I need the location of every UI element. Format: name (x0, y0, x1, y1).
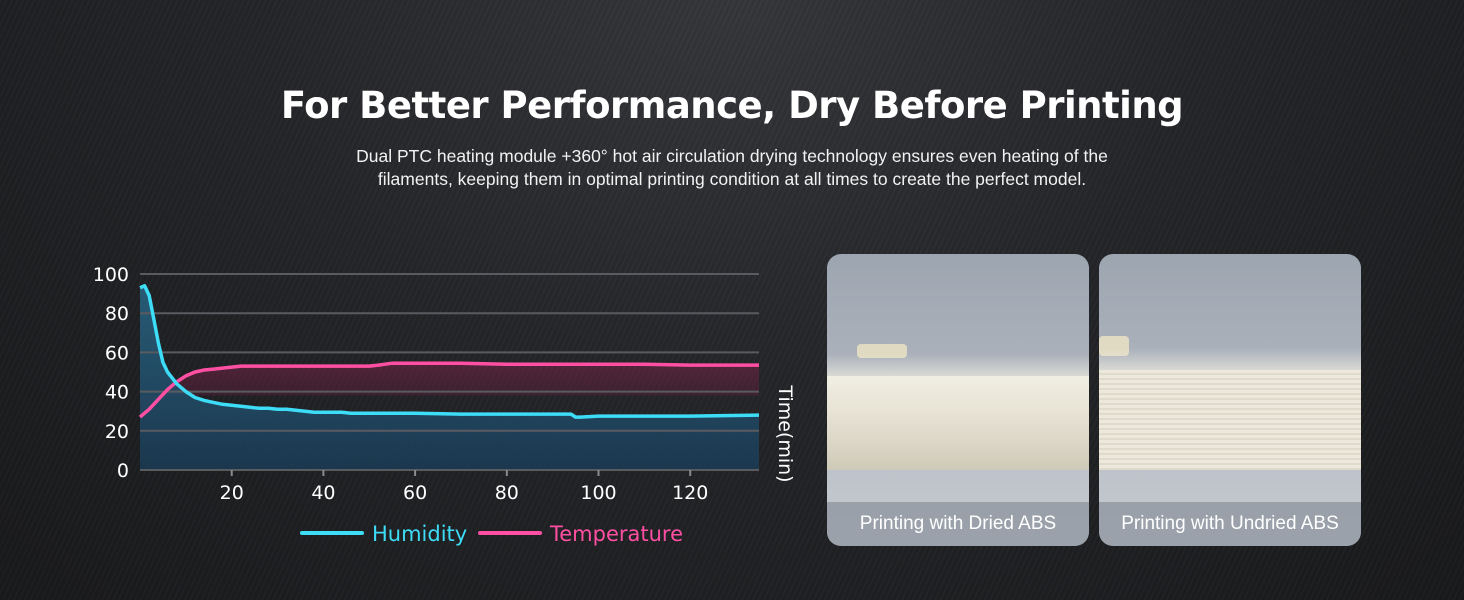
legend-label-humidity: Humidity (372, 522, 467, 546)
x-tick-label: 40 (311, 482, 335, 504)
sheet-top-face (827, 354, 1089, 376)
temperature-area (140, 363, 759, 418)
x-tick-label: 60 (403, 482, 427, 504)
temperature-line (138, 361, 759, 419)
drying-chart: 0 20 40 60 80 100 20 40 60 80 100 120 Time(min) Humid… (93, 264, 796, 546)
humidity-line (139, 284, 760, 419)
photo-undried-abs: Printing with Undried ABS (1099, 254, 1361, 546)
abs-sheet-dried (827, 376, 1089, 470)
y-tick-label: 40 (105, 382, 129, 404)
subtitle-line-2: filaments, keeping them in optimal print… (377, 169, 1087, 189)
sheet-top-face (1099, 348, 1361, 370)
abs-sheet-undried (1099, 370, 1361, 470)
photo-caption-dried: Printing with Dried ABS (827, 502, 1089, 546)
x-tick-label: 80 (495, 482, 519, 504)
y-tick-label: 60 (105, 342, 129, 364)
humidity-area (140, 285, 759, 470)
y-tick-label: 0 (117, 460, 129, 482)
x-tick-label: 20 (220, 482, 244, 504)
page-title: For Better Performance, Dry Before Print… (280, 84, 1184, 127)
y-tick-label: 20 (105, 421, 129, 443)
photo-caption-undried: Printing with Undried ABS (1099, 502, 1361, 546)
legend-label-temperature: Temperature (549, 522, 683, 546)
x-tick-label: 100 (580, 482, 616, 504)
y-tick-label: 100 (93, 264, 129, 286)
x-axis-label: Time(min) (774, 384, 796, 482)
y-tick-label: 80 (105, 303, 129, 325)
x-tick-label: 120 (672, 482, 708, 504)
subtitle-line-1: Dual PTC heating module +360° hot air ci… (356, 146, 1108, 166)
page-subtitle: Dual PTC heating module +360° hot air ci… (282, 145, 1182, 191)
photo-dried-abs: Printing with Dried ABS (827, 254, 1089, 546)
